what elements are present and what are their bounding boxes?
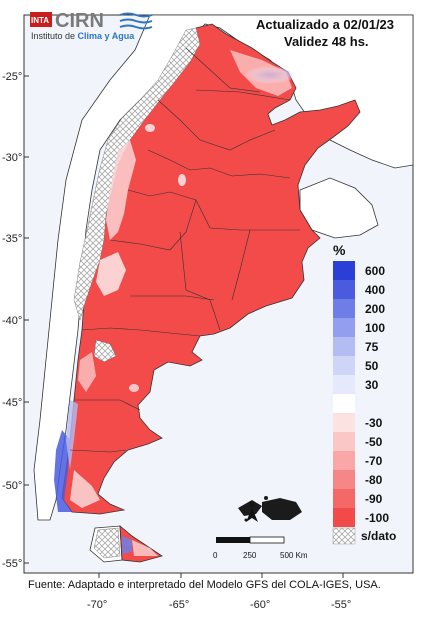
no-data-hatch-tdf [93,527,121,559]
legend-label: 600 [365,264,385,278]
tdf-blue [122,536,132,554]
no-data-hatch-north [73,27,201,321]
legend-swatch [333,489,355,508]
lat-tick-label: -50° [2,480,22,492]
legend-label: -70 [365,454,383,468]
lat-tick-label: -35° [2,233,22,245]
legend-nodata-label: s/dato [361,529,396,543]
legend-label: -90 [365,492,383,506]
validity-text: Validez 48 hs. [284,34,369,49]
lon-tick-label: -65° [169,599,189,611]
cirn-logo-text: CIRN [55,10,104,32]
andes-fringe-3 [78,352,96,392]
legend-label: 200 [365,302,385,316]
legend-nodata-swatch [332,527,356,545]
legend-swatch [333,318,355,337]
legend-label: 100 [365,321,385,335]
pale-pink-south [70,470,100,508]
legend-label: -30 [365,416,383,430]
legend-label: 400 [365,283,385,297]
pale-spot-1 [178,174,186,186]
legend-swatch [333,394,355,413]
scale-label-250: 250 [243,551,257,560]
lat-tick-marks [24,75,29,564]
andes-fringe [106,140,136,240]
legend-swatch [333,299,355,318]
legend-label: 50 [365,359,379,373]
andes-fringe-2 [96,252,126,296]
legend-swatch [333,356,355,375]
lon-tick-label: -70° [87,599,107,611]
inta-logo-box [30,12,52,27]
lon-ticks: -70° -65° -60° -55° [87,599,351,611]
legend-swatch [333,451,355,470]
scale-label-0: 0 [213,551,218,560]
legend-swatch [333,280,355,299]
lon-tick-marks [98,573,344,578]
lon-tick-label: -55° [331,599,351,611]
inta-logo-text: INTA [31,16,49,25]
scale-label-500: 500 Km [280,551,308,560]
pale-spot-2 [129,384,139,392]
legend-swatch [333,432,355,451]
legend-label: -80 [365,473,383,487]
legend-unit: % [333,242,346,258]
scale-bar: 0 250 500 Km [213,536,308,560]
pink-patch-ne [230,50,292,96]
lat-tick-label: -30° [2,152,22,164]
logo: INTA CIRN Instituto de Clima y Agua [30,10,153,41]
north-arrow: N [246,502,258,522]
svg-text:N: N [249,502,254,509]
lon-tick-label: -60° [250,599,270,611]
legend-swatch [333,413,355,432]
legend-swatch [333,337,355,356]
pale-spot-3 [145,124,155,132]
legend: % 600 400 200 100 75 50 30 -30 -50 -70 -80 -90 -100 s… [332,242,396,545]
legend-label: 30 [365,378,379,392]
legend-swatch [333,261,355,280]
tdf-pink [132,540,158,556]
updated-date: Actualizado a 02/01/23 [256,17,394,32]
legend-swatch [333,508,355,527]
lat-tick-label: -45° [2,397,22,409]
lat-tick-label: -55° [2,558,22,570]
wave-icon [119,12,153,30]
lat-tick-label: -40° [2,315,22,327]
lat-tick-label: -25° [2,71,22,83]
legend-label: -50 [365,435,383,449]
legend-label: -100 [365,511,389,525]
legend-swatch [333,375,355,394]
light-blue-south [66,400,78,470]
legend-swatch [333,470,355,489]
lat-ticks: -25° -30° -35° -40° -45° -50° -55° [2,71,22,570]
argentina-land [61,23,361,515]
no-data-hatch-south [93,339,117,363]
province-boundaries [69,47,300,453]
malvinas-islands [238,496,302,522]
institute-text: Instituto de Clima y Agua [31,31,135,41]
legend-label: 75 [365,340,379,354]
source-text: Fuente: Adaptado e interpretado del Mode… [28,579,381,591]
